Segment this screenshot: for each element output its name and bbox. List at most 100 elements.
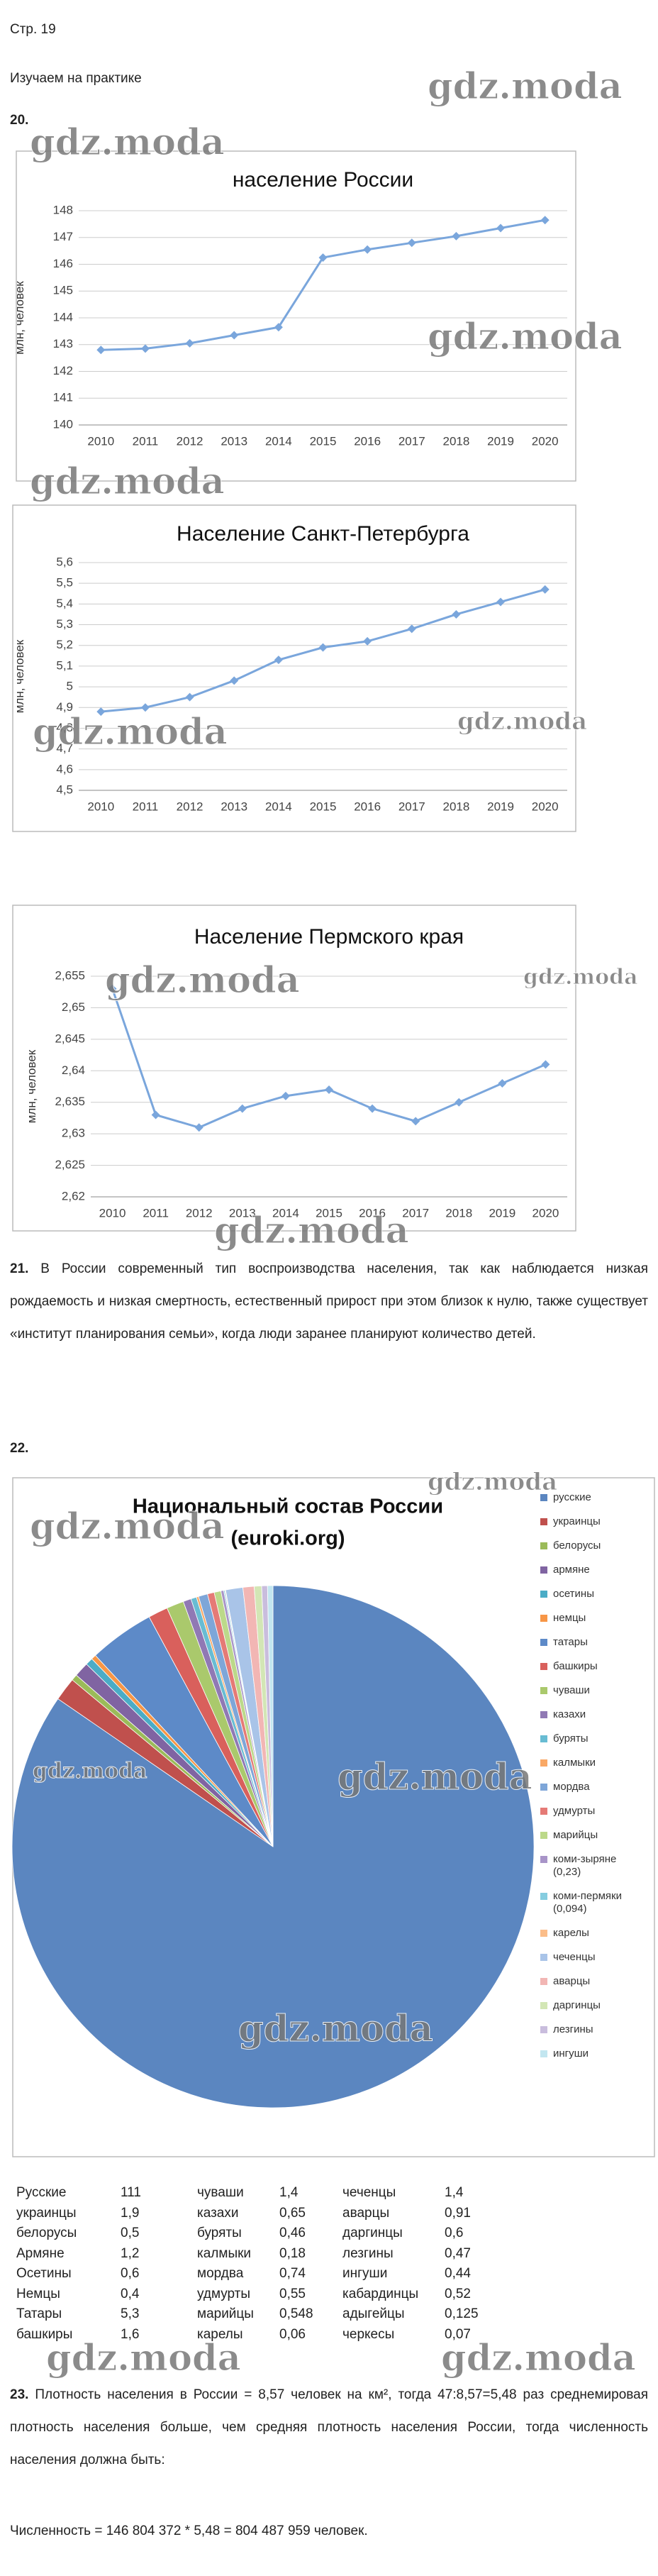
table-cell: черкесы <box>342 2326 395 2342</box>
legend-swatch <box>540 1856 547 1863</box>
legend-label: башкиры <box>553 1660 598 1672</box>
x-tick-label: 2012 <box>177 434 203 448</box>
legend-label: коми-зыряне (0,23) <box>553 1853 617 1878</box>
watermark: gdz.moda <box>428 65 623 108</box>
table-cell: 1,6 <box>121 2326 140 2342</box>
table-cell: 5,3 <box>121 2306 140 2321</box>
watermark: gdz.moda <box>30 1505 225 1548</box>
data-point <box>541 1060 550 1069</box>
x-tick-label: 2017 <box>398 800 425 813</box>
legend-entry: чуваши <box>540 1684 647 1697</box>
table-cell: 0,125 <box>445 2306 479 2321</box>
legend-swatch <box>540 1711 547 1718</box>
legend-swatch <box>540 1542 547 1549</box>
legend-swatch <box>540 1687 547 1694</box>
legend-entry: коми-пермяки (0,094) <box>540 1890 647 1916</box>
watermark: gdz.moda <box>33 1759 147 1784</box>
y-tick-label: 4,8 <box>56 721 73 734</box>
x-tick-label: 2017 <box>398 434 425 448</box>
section-title: Изучаем на практике <box>10 71 142 86</box>
data-point <box>363 636 372 646</box>
y-tick-label: 5 <box>67 680 73 693</box>
table-cell: 1,9 <box>121 2205 140 2221</box>
legend-label: чеченцы <box>553 1951 596 1963</box>
legend-swatch <box>540 1893 547 1900</box>
legend-label: удмурты <box>553 1805 596 1817</box>
x-tick-label: 2018 <box>442 800 469 813</box>
table-cell: адыгейцы <box>342 2306 405 2321</box>
x-tick-label: 2016 <box>354 434 381 448</box>
task-number: 21. <box>10 1261 29 1276</box>
legend-swatch <box>540 1832 547 1839</box>
x-tick-label: 2014 <box>265 800 292 813</box>
y-tick-label: 147 <box>53 230 73 243</box>
y-tick-label: 4,5 <box>56 783 73 796</box>
legend-swatch <box>540 1639 547 1646</box>
task-number: 23. <box>10 2387 29 2402</box>
data-point <box>498 1079 507 1088</box>
legend-entry: марийцы <box>540 1829 647 1842</box>
watermark: gdz.moda <box>457 707 587 736</box>
data-point <box>281 1091 290 1100</box>
data-point <box>452 609 461 619</box>
legend-label: ингуши <box>553 2047 589 2060</box>
table-cell: лезгины <box>342 2245 394 2261</box>
x-tick-label: 2015 <box>310 434 337 448</box>
legend-label: немцы <box>553 1612 586 1624</box>
legend-entry: аварцы <box>540 1975 647 1988</box>
chart-subtitle: (euroki.org) <box>230 1527 345 1550</box>
legend-label: марийцы <box>553 1829 598 1841</box>
y-tick-label: 143 <box>53 337 73 350</box>
x-tick-label: 2019 <box>487 800 514 813</box>
legend-entry: мордва <box>540 1781 647 1793</box>
watermark: gdz.moda <box>238 2008 433 2050</box>
x-tick-label: 2016 <box>359 1206 386 1220</box>
table-cell: белорусы <box>16 2226 77 2240</box>
x-tick-label: 2011 <box>143 1206 169 1220</box>
table-cell: украинцы <box>16 2205 77 2221</box>
table-cell: 111 <box>121 2185 141 2200</box>
data-point <box>274 656 283 665</box>
chart-title: население России <box>233 168 413 192</box>
y-axis-label: млн, человек <box>13 639 26 713</box>
legend-label: русские <box>553 1491 591 1503</box>
y-tick-label: 4,7 <box>56 741 73 755</box>
legend-entry: украинцы <box>540 1515 647 1528</box>
data-point <box>140 703 150 712</box>
table-cell: 0,5 <box>121 2226 140 2240</box>
x-tick-label: 2011 <box>133 434 159 448</box>
data-point <box>455 1098 464 1107</box>
legend-entry: карелы <box>540 1927 647 1940</box>
table-cell: даргинцы <box>342 2226 403 2240</box>
legend-label: мордва <box>553 1781 590 1793</box>
y-tick-label: 2,635 <box>55 1095 85 1108</box>
table-cell: Русские <box>16 2185 67 2200</box>
legend-entry: немцы <box>540 1612 647 1625</box>
data-point <box>452 231 461 241</box>
watermark: gdz.moda <box>428 1468 557 1496</box>
legend-entry: удмурты <box>540 1805 647 1818</box>
legend-swatch <box>540 2050 547 2057</box>
legend-label: татары <box>553 1636 588 1648</box>
legend-entry: белорусы <box>540 1539 647 1552</box>
legend-entry: ингуши <box>540 2047 647 2060</box>
legend-label: коми-пермяки (0,094) <box>553 1890 622 1915</box>
legend-swatch <box>540 1615 547 1622</box>
x-tick-label: 2020 <box>532 434 559 448</box>
legend-swatch <box>540 1759 547 1767</box>
table-cell: Осетины <box>16 2266 72 2281</box>
table-cell: 0,65 <box>279 2205 306 2221</box>
table-cell: удмурты <box>197 2286 251 2301</box>
legend-swatch <box>540 1808 547 1815</box>
legend-entry: коми-зыряне (0,23) <box>540 1853 647 1879</box>
table-cell: 0,18 <box>279 2245 306 2261</box>
data-point <box>368 1104 377 1113</box>
data-point <box>238 1104 247 1113</box>
y-tick-label: 144 <box>53 310 73 324</box>
table-cell: казахи <box>197 2205 239 2221</box>
table-cell: 1,4 <box>445 2185 464 2200</box>
legend-swatch <box>540 2002 547 2009</box>
legend-label: армяне <box>553 1564 590 1576</box>
x-tick-label: 2019 <box>489 1206 515 1220</box>
